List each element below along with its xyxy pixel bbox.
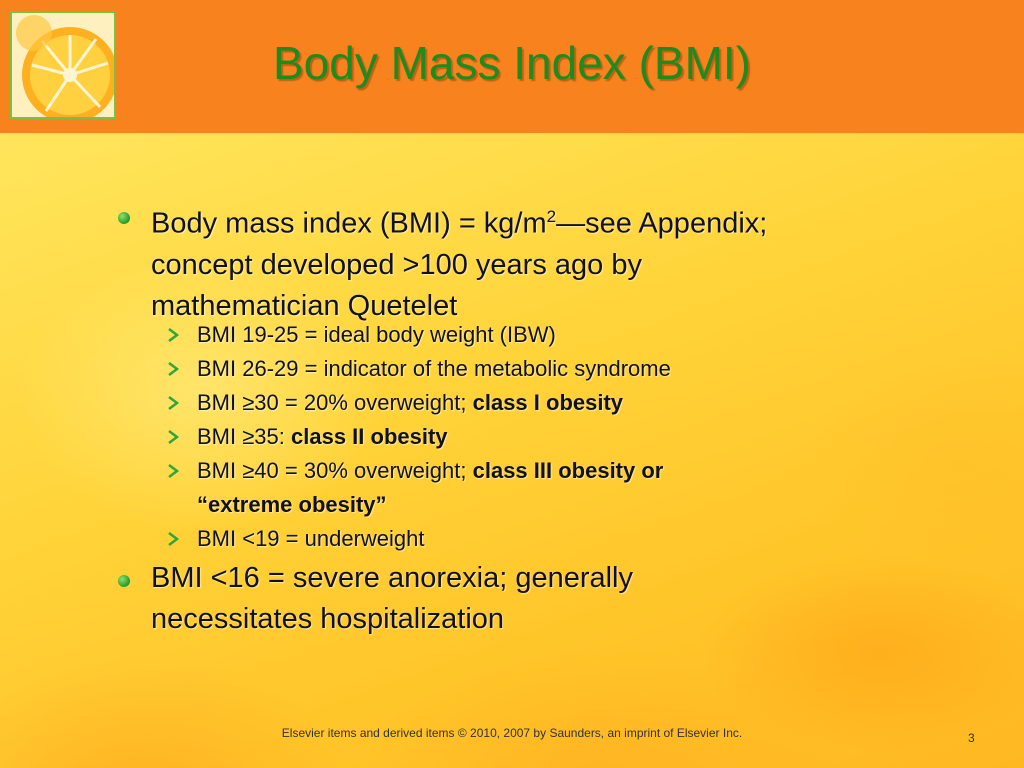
footer-copyright: Elsevier items and derived items © 2010,…	[281, 726, 743, 740]
bullet-1-line-2: concept developed >100 years ago by	[151, 248, 642, 281]
arrow-right-icon	[168, 396, 180, 410]
sub-bullet-3: BMI ≥30 = 20% overweight; class I obesit…	[197, 390, 624, 415]
sub-bullet-1: BMI 19-25 = ideal body weight (IBW)	[197, 322, 556, 347]
sub-bullet-6: BMI <19 = underweight	[197, 526, 425, 551]
bullet-2: BMI <16 = severe anorexia; generally nec…	[151, 558, 911, 640]
arrow-right-icon	[168, 430, 180, 444]
header-band: Body Mass Index (BMI)	[0, 0, 1024, 133]
sub-bullet-2: BMI 26-29 = indicator of the metabolic s…	[197, 356, 671, 381]
bullet-2-line-2: necessitates hospitalization	[151, 603, 505, 635]
bullet-1: Body mass index (BMI) = kg/m2—see Append…	[151, 196, 911, 327]
sub-bullet-4: BMI ≥35: class II obesity	[197, 424, 448, 449]
orange-slice-icon	[10, 11, 116, 119]
sub-bullet-5: BMI ≥40 = 30% overweight; class III obes…	[197, 458, 664, 517]
bullet-1-line-3: mathematician Quetelet	[151, 289, 458, 322]
page-number: 3	[968, 731, 975, 745]
arrow-right-icon	[168, 328, 180, 342]
green-dot-icon	[118, 212, 130, 224]
arrow-right-icon	[168, 532, 180, 546]
bullet-1-line-1: Body mass index (BMI) = kg/m2—see Append…	[151, 207, 768, 240]
green-dot-icon	[118, 575, 130, 587]
arrow-right-icon	[168, 464, 180, 478]
arrow-right-icon	[168, 362, 180, 376]
background-texture	[0, 133, 1024, 768]
bullet-2-line-1: BMI <16 = severe anorexia; generally	[151, 562, 633, 594]
slide-title: Body Mass Index (BMI)	[272, 37, 752, 89]
